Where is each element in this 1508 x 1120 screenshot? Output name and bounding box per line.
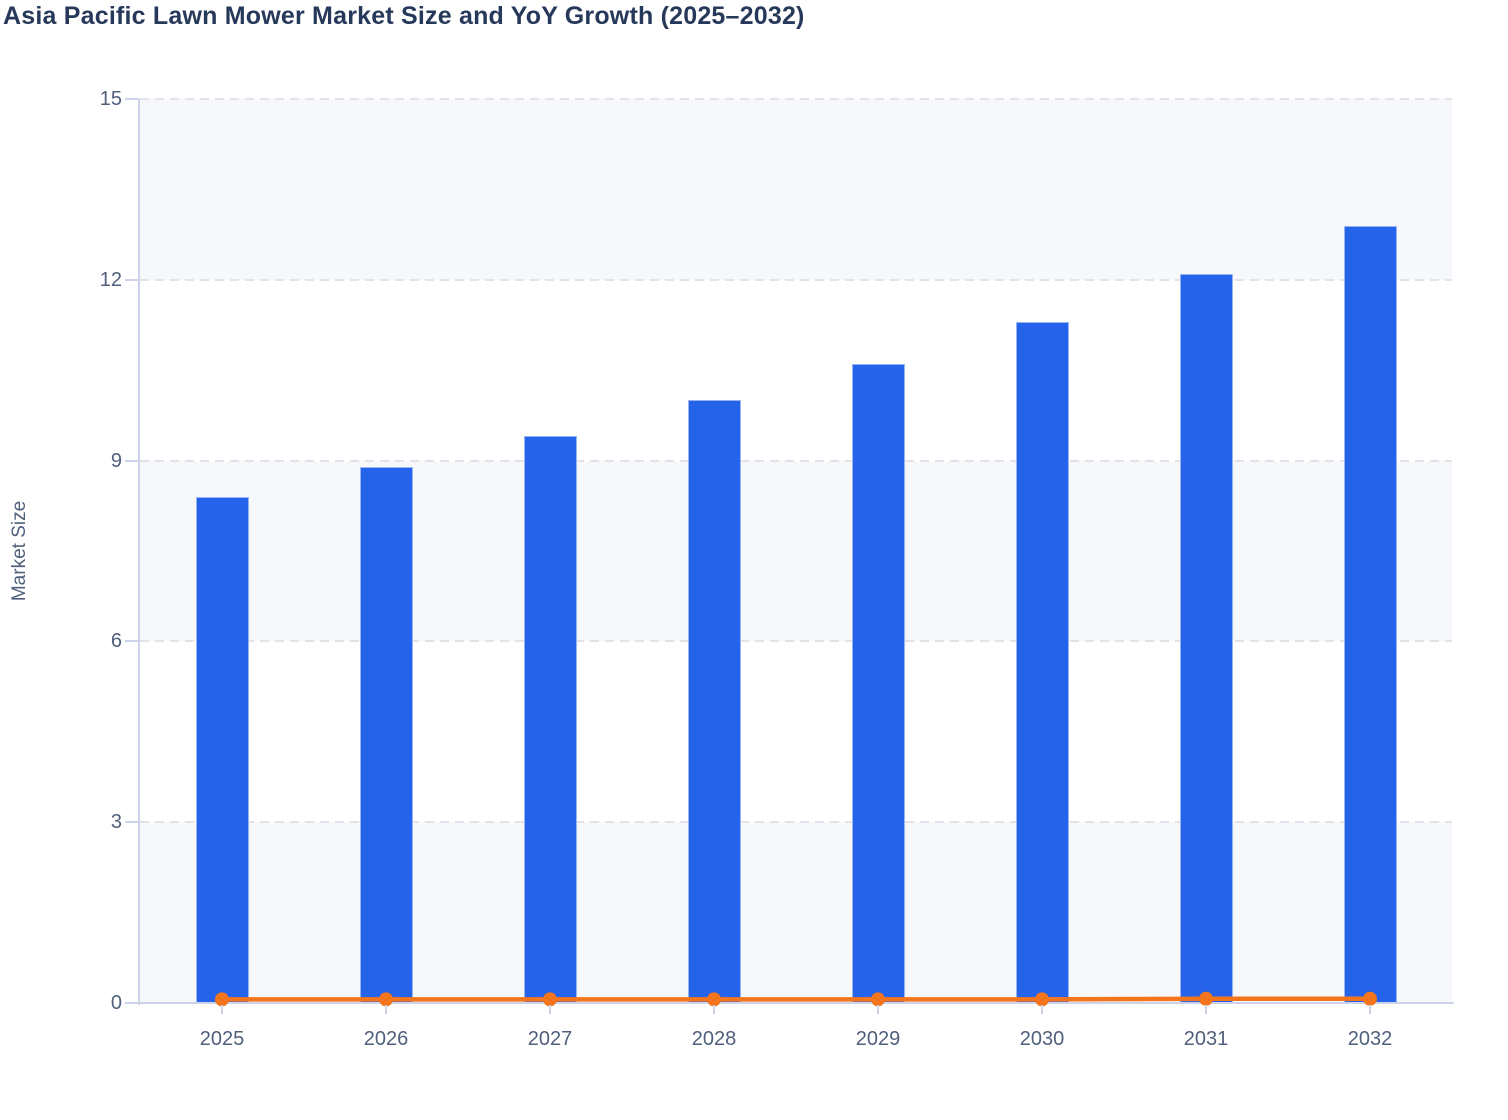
bar-2030[interactable] xyxy=(1015,321,1069,1003)
x-tick-mark xyxy=(1041,1005,1043,1014)
yoy-marker-2029[interactable] xyxy=(871,992,885,1007)
y-tick-label: 3 xyxy=(110,811,122,834)
gridline xyxy=(140,278,1452,281)
x-tick-mark xyxy=(1369,1005,1371,1014)
gridline xyxy=(140,821,1452,824)
gridline xyxy=(140,459,1452,462)
x-tick-label-2031: 2031 xyxy=(1183,1028,1229,1050)
yoy-marker-2032[interactable] xyxy=(1363,991,1377,1006)
y-tick-mark xyxy=(125,459,139,462)
plot-band xyxy=(140,460,1452,642)
chart-title: Asia Pacific Lawn Mower Market Size and … xyxy=(3,2,805,30)
y-axis-line xyxy=(138,99,140,1005)
yoy-marker-2025[interactable] xyxy=(215,992,229,1007)
y-tick-label: 0 xyxy=(110,992,122,1014)
gridline xyxy=(140,640,1452,643)
y-tick-mark xyxy=(125,278,139,281)
yoy-marker-2031[interactable] xyxy=(1199,991,1213,1006)
x-tick-label-2032: 2032 xyxy=(1347,1028,1393,1050)
x-tick-label-2030: 2030 xyxy=(1019,1028,1065,1050)
x-tick-label-2028: 2028 xyxy=(691,1028,737,1050)
bar-2027[interactable] xyxy=(523,436,577,1003)
yoy-line-chart xyxy=(215,991,1377,1007)
y-tick-mark xyxy=(125,821,139,824)
x-tick-label-2029: 2029 xyxy=(855,1028,901,1050)
yoy-line xyxy=(219,996,1373,1002)
bar-2026[interactable] xyxy=(359,466,413,1003)
yoy-marker-2028[interactable] xyxy=(707,992,721,1007)
y-tick-label: 6 xyxy=(110,630,122,653)
bar-2029[interactable] xyxy=(851,364,905,1003)
y-tick-mark xyxy=(125,98,139,100)
plot-area xyxy=(140,98,1452,1007)
yoy-marker-2030[interactable] xyxy=(1035,992,1049,1007)
y-tick-label: 15 xyxy=(99,88,122,110)
y-tick-mark xyxy=(125,1002,139,1004)
bar-2032[interactable] xyxy=(1343,225,1397,1003)
bar-2031[interactable] xyxy=(1179,273,1233,1003)
y-tick-label: 9 xyxy=(110,449,122,472)
y-tick-label: 12 xyxy=(99,268,122,291)
x-tick-mark xyxy=(877,1005,879,1014)
y-tick-mark xyxy=(125,640,139,643)
x-tick-label-2027: 2027 xyxy=(527,1028,573,1050)
x-tick-label-2026: 2026 xyxy=(363,1028,409,1050)
gridline xyxy=(140,98,1452,100)
plot-band xyxy=(140,99,1452,280)
x-tick-mark xyxy=(549,1005,551,1014)
y-axis-title: Market Size xyxy=(9,500,30,602)
x-tick-mark xyxy=(713,1005,715,1014)
x-axis-line xyxy=(138,1002,1454,1004)
bar-2025[interactable] xyxy=(195,496,249,1003)
x-tick-mark xyxy=(221,1005,223,1014)
bar-2028[interactable] xyxy=(687,400,741,1003)
x-tick-mark xyxy=(385,1005,387,1014)
x-tick-label-2025: 2025 xyxy=(199,1028,245,1050)
x-tick-mark xyxy=(1205,1005,1207,1014)
plot-band xyxy=(140,822,1452,1003)
yoy-marker-2027[interactable] xyxy=(543,992,557,1007)
yoy-marker-2026[interactable] xyxy=(379,992,393,1007)
